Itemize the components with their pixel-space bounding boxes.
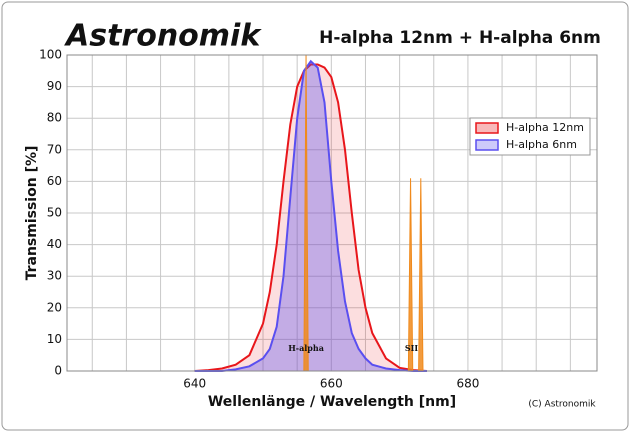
legend-swatch xyxy=(475,139,499,151)
legend-swatch xyxy=(475,122,499,134)
y-tick-label: 70 xyxy=(47,142,62,156)
series-area xyxy=(194,61,427,372)
legend-label: H-alpha 12nm xyxy=(506,121,584,134)
series-line xyxy=(194,59,427,372)
emission-label: SII xyxy=(405,343,419,353)
x-tick-label: 660 xyxy=(320,377,343,391)
copyright: (C) Astronomik xyxy=(528,400,596,410)
y-tick-label: 10 xyxy=(47,332,62,346)
y-tick-label: 40 xyxy=(47,237,62,251)
x-tick-label: 640 xyxy=(183,377,206,391)
y-tick-label: 90 xyxy=(47,79,62,93)
plot-border xyxy=(66,54,598,372)
y-axis-label: Transmission [%] xyxy=(24,146,40,281)
emission-label: H-alpha xyxy=(288,343,324,353)
y-tick-label: 0 xyxy=(54,364,62,378)
y-tick-label: 100 xyxy=(39,48,62,62)
series-area xyxy=(194,64,427,371)
y-tick-label: 30 xyxy=(47,269,62,283)
y-tick-label: 20 xyxy=(47,300,62,314)
logo: Astronomik xyxy=(64,19,262,54)
y-tick-label: 60 xyxy=(47,174,62,188)
chart-title: H-alpha 12nm + H-alpha 6nm xyxy=(319,28,601,48)
x-tick-label: 680 xyxy=(456,377,479,391)
y-tick-label: 80 xyxy=(47,111,62,125)
y-tick-label: 50 xyxy=(47,206,62,220)
x-axis-label: Wellenlänge / Wavelength [nm] xyxy=(208,394,456,410)
legend-box xyxy=(469,117,591,156)
legend-label: H-alpha 6nm xyxy=(506,138,577,151)
